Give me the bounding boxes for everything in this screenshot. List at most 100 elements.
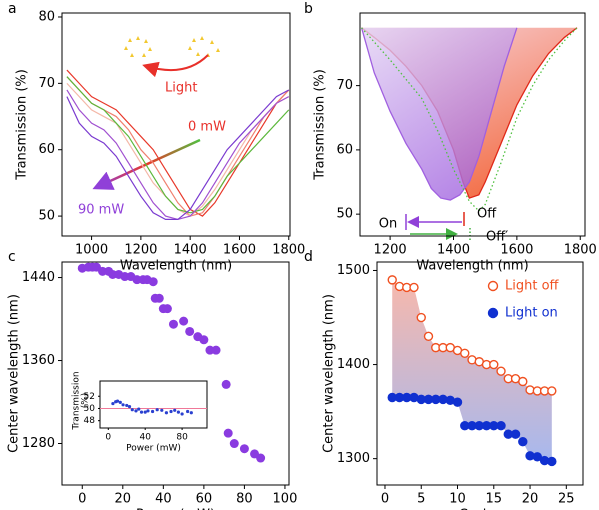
y-tick-label: 60 (38, 142, 55, 157)
inset-point (164, 411, 169, 415)
spectrum-line (361, 27, 578, 212)
point (416, 312, 426, 323)
x-axis-label: Power (mW) (136, 508, 215, 510)
x-tick-label: 1400 (437, 242, 470, 257)
point (179, 316, 189, 326)
legend-marker (487, 307, 499, 319)
y-axis-label: Transmission (%) (15, 69, 30, 181)
point (518, 437, 528, 447)
inset-point (143, 410, 147, 414)
plot-frame (61, 261, 290, 486)
x-tick-label: 60 (196, 491, 213, 506)
inset-point (134, 409, 138, 413)
x-axis-label: Power (mW) (126, 444, 181, 454)
x-tick-label: 40 (139, 432, 151, 442)
inset-point (169, 409, 173, 414)
x-tick-label: 100 (273, 491, 298, 506)
legend-label: Light off (505, 279, 560, 294)
point (199, 335, 209, 345)
inset-point (150, 409, 155, 414)
inset-point (115, 399, 120, 403)
point (223, 428, 233, 438)
x-tick-label: 25 (558, 491, 575, 506)
y-tick-label: 1400 (337, 357, 370, 372)
y-tick-label: 70 (38, 76, 55, 91)
x-tick-label: 1600 (223, 242, 256, 257)
point (211, 345, 221, 355)
point (239, 444, 249, 454)
point (154, 293, 164, 303)
spectrum-line (66, 89, 290, 221)
annotation: Light (165, 81, 197, 96)
x-tick-label: 1200 (124, 242, 157, 257)
plot-frame (359, 12, 586, 237)
x-tick-label: 1600 (500, 242, 533, 257)
y-tick-label: 1280 (22, 436, 55, 451)
y-tick-label: 50 (336, 207, 353, 222)
y-tick-label: 60 (336, 142, 353, 157)
x-tick-label: 20 (522, 491, 539, 506)
point (489, 359, 499, 370)
inset-point (121, 403, 125, 407)
y-tick-label: 48 (84, 416, 96, 426)
x-tick-label: 0 (78, 491, 86, 506)
panel-letter: d (304, 249, 313, 265)
y-tick-label: 52 (84, 392, 95, 402)
y-tick-label: 50 (38, 209, 55, 224)
point (256, 453, 266, 463)
point (168, 319, 178, 329)
y-tick-label: 80 (38, 9, 55, 24)
point (229, 439, 239, 449)
plot-frame (61, 12, 291, 237)
inset-point (186, 409, 190, 414)
point (496, 366, 506, 376)
x-axis-label: Wavelength (nm) (120, 259, 232, 274)
legend-marker (487, 280, 499, 292)
point (387, 275, 397, 285)
x-tick-label: 0 (381, 491, 389, 506)
x-tick-label: 15 (486, 491, 503, 506)
plot-frame (99, 380, 208, 429)
inset-point (189, 411, 193, 415)
plot-frame (376, 261, 584, 486)
point (460, 348, 470, 358)
x-tick-label: 5 (417, 491, 425, 506)
point (409, 282, 419, 293)
inset-point (176, 410, 181, 414)
panel-letter: c (8, 249, 16, 265)
spectrum-line (66, 69, 290, 217)
inset-point (130, 408, 134, 412)
inset-point (155, 408, 159, 412)
inset-point (118, 400, 122, 404)
y-axis-label: Center wavelength (nm) (7, 294, 22, 453)
x-tick-label: 80 (176, 432, 188, 442)
point (162, 304, 172, 314)
y-tick-label: 1300 (337, 451, 370, 466)
annotation: 90 mW (78, 203, 124, 218)
inset-point (127, 405, 132, 409)
x-axis-label: Cycles (459, 508, 502, 510)
inset-point (173, 408, 177, 412)
x-axis-label: Wavelength (nm) (416, 259, 528, 274)
fill-between (392, 279, 552, 462)
inset-point (139, 410, 144, 414)
point (518, 376, 528, 387)
y-axis-label: Transmission (%) (313, 69, 328, 181)
point (532, 452, 543, 462)
inset-point (125, 403, 129, 408)
point (547, 456, 557, 467)
point (185, 326, 195, 336)
point (510, 429, 521, 439)
spectrum-line (360, 27, 518, 201)
light-arrow (142, 54, 209, 78)
y-tick-label: 70 (336, 78, 353, 93)
x-tick-label: 1400 (174, 242, 207, 257)
x-tick-label: 40 (155, 491, 172, 506)
panel-letter: a (8, 1, 17, 17)
point (452, 397, 463, 407)
curve-label: Off′ (486, 230, 508, 245)
curve-label: Off (477, 207, 497, 222)
x-tick-label: 1800 (272, 242, 305, 257)
